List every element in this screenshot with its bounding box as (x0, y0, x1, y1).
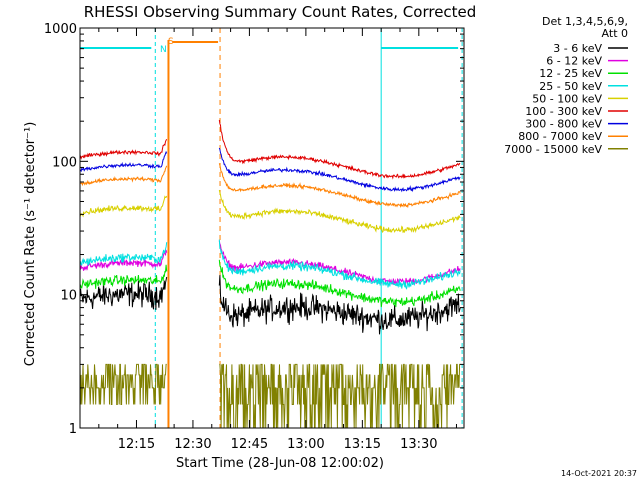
x-tick-label: 12:30 (174, 437, 211, 452)
series-line-4-1 (218, 189, 461, 234)
x-tick-label: 12:45 (231, 437, 268, 452)
y-tick-label: 1 (69, 422, 77, 437)
legend-label: 100 - 300 keV (525, 105, 602, 118)
y-tick-label: 10 (60, 289, 77, 304)
series-line-1-1 (218, 240, 461, 287)
legend-header: Det 1,3,4,5,6,9, (542, 15, 628, 28)
series-line-7-1 (218, 163, 461, 209)
series-line-2-0 (79, 264, 168, 289)
series-line-3-1 (218, 239, 461, 290)
series-line-6-0 (79, 150, 168, 173)
timestamp: 14-Oct-2021 20:37 (561, 469, 637, 478)
legend-label: 800 - 7000 keV (518, 130, 602, 143)
flag-label-night: N (160, 45, 167, 55)
series-line-7-0 (79, 165, 168, 187)
series-line-0-1 (218, 275, 461, 335)
axes: 1 10 100 1000 12:15 12:30 12:45 13:00 13:15 13:30 (44, 22, 465, 452)
legend-label: 3 - 6 keV (553, 42, 602, 55)
legend-label: 12 - 25 keV (539, 67, 602, 80)
x-tick-label: 13:30 (400, 437, 437, 452)
series-line-8-1 (219, 363, 461, 429)
legend-label: 6 - 12 keV (546, 55, 602, 68)
series-line-5-0 (79, 138, 168, 160)
y-axis-label: Corrected Count Rate (s⁻¹ detector⁻¹) (23, 122, 38, 367)
series-line-8-0 (79, 363, 167, 405)
series-line-0-0 (79, 276, 168, 310)
legend-header: Att 0 (602, 27, 628, 40)
series-line-6-1 (218, 147, 461, 193)
x-tick-label: 12:15 (118, 437, 155, 452)
y-tick-label: 100 (52, 155, 77, 170)
legend-label: 7000 - 15000 keV (504, 143, 602, 156)
chart-title: RHESSI Observing Summary Count Rates, Co… (84, 3, 477, 21)
series-line-5-1 (218, 119, 461, 180)
series-line-3-0 (79, 242, 168, 266)
x-tick-label: 13:00 (287, 437, 324, 452)
series-line-2-1 (218, 259, 461, 308)
plot-frame (79, 27, 465, 429)
legend-label: 50 - 100 keV (532, 92, 602, 105)
flag-label-saa: S (168, 37, 174, 47)
y-tick-label: 1000 (44, 22, 77, 37)
x-tick-label: 13:15 (344, 437, 381, 452)
x-axis-label: Start Time (28-Jun-08 12:00:02) (176, 456, 384, 471)
plot-area: NS (79, 28, 463, 429)
legend-label: 300 - 800 keV (525, 118, 602, 131)
series-line-4-0 (79, 195, 168, 218)
legend-label: 25 - 50 keV (539, 80, 602, 93)
